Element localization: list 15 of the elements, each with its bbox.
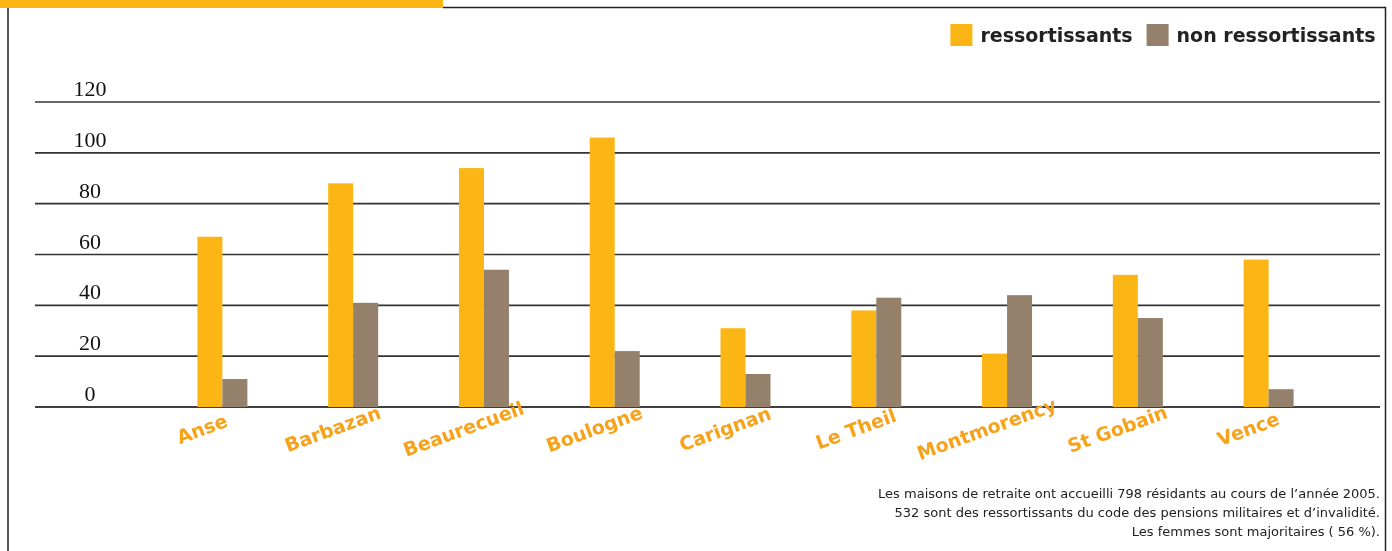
y-tick-label: 40 — [79, 279, 101, 305]
text: Les maisons de retraite ont accueilli 798 résidants au cours de l’année 2005. — [878, 486, 1380, 501]
y-tick-label: 100 — [73, 126, 107, 152]
y-tick-label: 0 — [84, 381, 96, 406]
text: Les femmes sont majoritaires ( 56 %). — [1131, 524, 1380, 539]
text: 532 sont des ressortissants du code des pensions militaires et d’invalidité. — [894, 505, 1380, 520]
y-tick-label: 120 — [73, 76, 107, 101]
x-tick-label: Anse — [173, 409, 231, 448]
legend-label: ressortissants — [980, 24, 1133, 46]
y-tick-label: 80 — [79, 177, 101, 203]
x-tick-label: Le Theil — [812, 403, 899, 454]
y-tick-label: 60 — [79, 228, 101, 254]
legend-label: non ressortissants — [1176, 24, 1376, 46]
x-tick-label: Vence — [1214, 407, 1283, 450]
y-tick-label: 20 — [79, 330, 101, 356]
